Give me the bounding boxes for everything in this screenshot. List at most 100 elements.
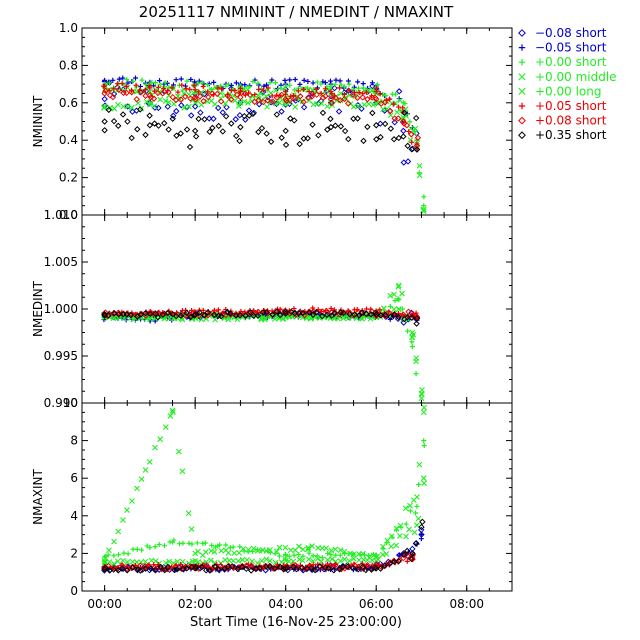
data-point <box>111 560 117 567</box>
data-point <box>164 103 172 110</box>
data-point <box>192 87 198 93</box>
data-point <box>137 88 145 96</box>
data-point <box>292 77 298 83</box>
data-point <box>390 136 398 143</box>
data-point <box>240 546 247 552</box>
data-point <box>408 131 415 138</box>
data-point <box>354 307 360 313</box>
data-point <box>399 306 405 312</box>
data-point <box>413 355 420 362</box>
data-point <box>211 563 219 570</box>
data-point <box>101 310 108 318</box>
data-point <box>233 80 239 86</box>
data-point <box>179 468 186 475</box>
data-point <box>341 556 348 563</box>
data-point <box>337 558 344 564</box>
data-point <box>333 77 339 83</box>
data-point <box>110 77 116 83</box>
data-point <box>306 89 312 95</box>
data-point <box>111 86 117 92</box>
data-point <box>243 562 250 569</box>
data-point <box>303 314 310 321</box>
data-point <box>132 562 138 568</box>
data-point <box>407 502 413 509</box>
data-point <box>274 563 282 571</box>
data-point <box>341 548 348 555</box>
data-point <box>130 78 136 84</box>
data-point <box>241 98 248 105</box>
data-point <box>405 308 412 316</box>
data-point <box>243 565 250 573</box>
data-point <box>235 558 242 564</box>
data-point <box>102 87 109 94</box>
data-point <box>305 556 312 563</box>
data-point <box>219 109 226 116</box>
data-point <box>115 528 122 535</box>
data-point <box>169 407 176 414</box>
legend-label: +0.35 short <box>535 128 607 142</box>
data-point <box>157 436 164 443</box>
data-point <box>110 566 117 573</box>
data-point <box>336 566 343 573</box>
data-point <box>107 104 114 111</box>
data-point <box>350 555 357 562</box>
data-point <box>260 87 266 93</box>
data-point <box>308 564 315 572</box>
data-point <box>198 563 206 571</box>
data-point <box>191 103 199 110</box>
data-point <box>273 94 280 101</box>
x-tick-label: 02:00 <box>178 597 213 611</box>
data-point <box>368 308 375 315</box>
plot-frame <box>81 214 513 404</box>
data-point <box>295 88 301 94</box>
data-point <box>204 82 210 88</box>
data-point <box>106 79 112 85</box>
data-point <box>230 558 237 564</box>
data-point <box>151 103 158 110</box>
data-point <box>247 567 255 574</box>
y-tick-label: 2 <box>70 546 78 560</box>
data-point <box>421 194 427 200</box>
data-point <box>404 314 411 321</box>
data-point <box>101 566 108 573</box>
data-point <box>314 555 321 562</box>
scatter-points <box>101 75 427 215</box>
data-point <box>233 91 241 98</box>
data-point <box>142 131 149 139</box>
data-point <box>177 312 185 319</box>
data-point <box>261 315 268 322</box>
data-point <box>129 498 135 504</box>
data-point <box>161 566 168 574</box>
data-point <box>415 515 422 522</box>
data-point <box>180 540 186 546</box>
data-point <box>412 114 420 122</box>
data-point <box>155 122 162 129</box>
y-tick-label: 0.4 <box>59 133 78 147</box>
data-point <box>254 312 262 319</box>
data-point <box>270 565 277 572</box>
data-point <box>133 82 139 88</box>
data-point <box>323 564 331 571</box>
data-point <box>127 311 134 319</box>
data-point <box>304 135 311 142</box>
data-point <box>260 98 267 106</box>
data-point <box>328 99 336 107</box>
data-point <box>269 98 277 106</box>
data-point <box>200 83 206 89</box>
data-point <box>128 134 135 142</box>
data-point <box>406 129 412 135</box>
data-point <box>178 561 184 567</box>
data-point <box>192 133 200 140</box>
data-point <box>363 310 370 318</box>
data-point <box>273 111 281 118</box>
data-point <box>356 557 362 563</box>
data-point <box>370 101 377 108</box>
data-point <box>246 91 254 99</box>
data-point <box>332 94 339 101</box>
data-point <box>173 132 180 139</box>
data-point <box>242 312 249 319</box>
data-point <box>132 75 138 81</box>
data-point <box>204 309 211 316</box>
data-point <box>120 103 127 110</box>
